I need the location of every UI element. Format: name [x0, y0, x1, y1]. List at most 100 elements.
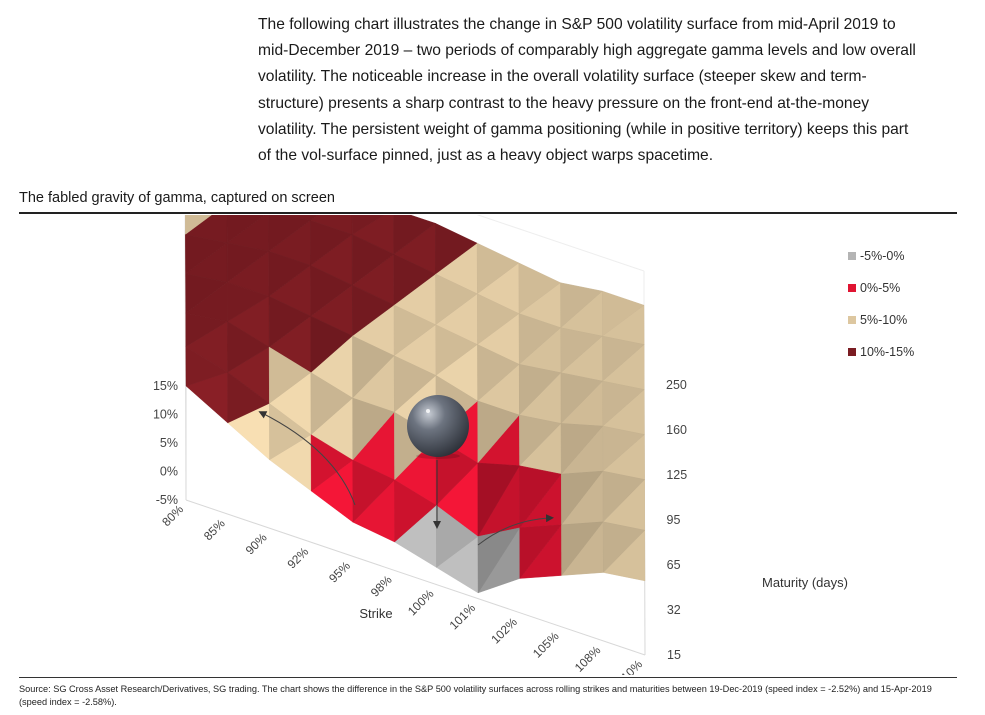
- surface-facet: [268, 251, 311, 297]
- z-tick-label: 5%: [160, 436, 178, 450]
- surface-facet: [560, 423, 604, 475]
- legend-label: 10%-15%: [860, 345, 915, 359]
- legend-swatch: [848, 316, 856, 324]
- strike-tick-label: 85%: [201, 516, 228, 543]
- surface-facet: [310, 315, 353, 373]
- maturity-tick-label: 250: [666, 378, 687, 392]
- surface-facet: [268, 215, 311, 252]
- surface-facet: [268, 295, 312, 348]
- surface-facet: [351, 215, 385, 235]
- strike-tick-label: 101%: [447, 601, 479, 633]
- surface-facet: [352, 397, 395, 461]
- volatility-surface-chart: 15%10%5%0%-5%80%85%90%92%95%98%100% 101% 1…: [153, 215, 848, 675]
- source-note: Source: SG Cross Asset Research/Derivati…: [19, 684, 932, 707]
- chart-title: The fabled gravity of gamma, captured on…: [19, 190, 335, 206]
- strike-tick-label: 90%: [243, 530, 270, 557]
- arrow-right: [477, 514, 554, 546]
- ball-highlight: [426, 409, 430, 413]
- intro-line: mid-December 2019 – two periods of compa…: [258, 42, 916, 60]
- source-rule: [19, 677, 957, 678]
- surface-facet: [352, 335, 395, 399]
- chart-legend: -5%-0% 0%-5% 5%-10% 10%-15%: [848, 240, 914, 368]
- maturity-tick-label: 15: [667, 648, 681, 662]
- legend-label: -5%-0%: [860, 249, 905, 263]
- surface-facet: [519, 524, 562, 580]
- strike-tick-label: 98%: [368, 572, 395, 599]
- surface-facet: [560, 372, 604, 424]
- surface-facet: [602, 335, 645, 382]
- surface-facet: [477, 293, 520, 345]
- surface-facet: [519, 414, 562, 467]
- surface-facet: [476, 242, 520, 295]
- surface-facet: [268, 346, 312, 404]
- intro-line: of the vol-surface pinned, just as a hea…: [258, 147, 714, 165]
- surface-facet: [602, 290, 645, 337]
- z-tick-label: -5%: [156, 493, 178, 507]
- legend-item: 0%-5%: [848, 272, 914, 304]
- legend-swatch: [848, 348, 856, 356]
- strike-tick-label: 108%: [572, 643, 604, 675]
- maturity-tick-label: 125: [666, 468, 687, 482]
- maturity-tick-label: 160: [666, 423, 687, 437]
- surface-facet: [185, 215, 212, 235]
- surface-facet: [226, 215, 265, 244]
- intro-line: volatility. The persistent weight of gam…: [258, 120, 909, 138]
- strike-tick-label: 105%: [530, 629, 562, 661]
- surface-facet: [435, 324, 478, 376]
- surface-facet: [351, 284, 395, 337]
- legend-item: 10%-15%: [848, 336, 914, 368]
- surface-facet: [561, 521, 604, 577]
- strike-axis-title: Strike: [359, 606, 392, 621]
- surface-facet: [185, 312, 228, 348]
- gravity-ball: [407, 395, 469, 457]
- strike-tick-label: 95%: [326, 558, 353, 585]
- surface-facet: [226, 281, 270, 322]
- intro-line: The following chart illustrates the chan…: [258, 16, 896, 33]
- intro-line: volatility. The noticeable increase in t…: [258, 68, 867, 86]
- surface-facet: [393, 215, 436, 255]
- surface-facet: [269, 402, 312, 461]
- surface-facet: [310, 434, 354, 492]
- z-tick-label: 0%: [160, 465, 178, 479]
- legend-swatch: [848, 284, 856, 292]
- surface-facet: [602, 470, 646, 523]
- surface-facet: [310, 372, 353, 436]
- surface-facet: [227, 371, 270, 424]
- intro-line: structure) presents a sharp contrast to …: [258, 94, 870, 112]
- legend-item: -5%-0%: [848, 240, 914, 272]
- surface-facet: [560, 470, 604, 526]
- surface-facet: [351, 234, 395, 286]
- strike-tick-label: 110%: [614, 657, 645, 675]
- surface-facet: [310, 220, 353, 266]
- z-tick-label: 15%: [153, 379, 178, 393]
- intro-paragraph: The following chart illustrates the chan…: [258, 12, 958, 169]
- surface-facet: [185, 273, 228, 314]
- surface-facet: [227, 321, 270, 373]
- surface-facet: [602, 425, 645, 472]
- surface-facet: [518, 313, 562, 365]
- surface-facet: [394, 479, 437, 543]
- surface-facet: [435, 504, 479, 568]
- surface-facet: [393, 253, 436, 306]
- surface-facet: [518, 262, 561, 314]
- title-rule: [19, 212, 957, 214]
- legend-item: 5%-10%: [848, 304, 914, 336]
- surface-facet: [185, 346, 229, 387]
- surface-facet: [477, 462, 520, 538]
- surface-facet: [435, 273, 478, 326]
- surface-facet: [185, 234, 228, 275]
- surface-facet: [352, 459, 395, 523]
- strike-tick-label: 100%: [405, 586, 437, 618]
- strike-axis-line: [185, 499, 646, 656]
- surface-facet: [560, 327, 603, 374]
- z-tick-label: 10%: [153, 408, 178, 422]
- legend-swatch: [848, 252, 856, 260]
- arrow-left-up: [258, 411, 356, 506]
- surface-facet: [560, 282, 603, 329]
- strike-tick-label: 102%: [488, 615, 520, 647]
- surface-facet: [477, 344, 520, 402]
- surface-facet: [477, 400, 520, 464]
- maturity-tick-label: 65: [667, 558, 681, 572]
- maturity-tick-label: 95: [667, 513, 681, 527]
- surface-facet: [519, 465, 562, 529]
